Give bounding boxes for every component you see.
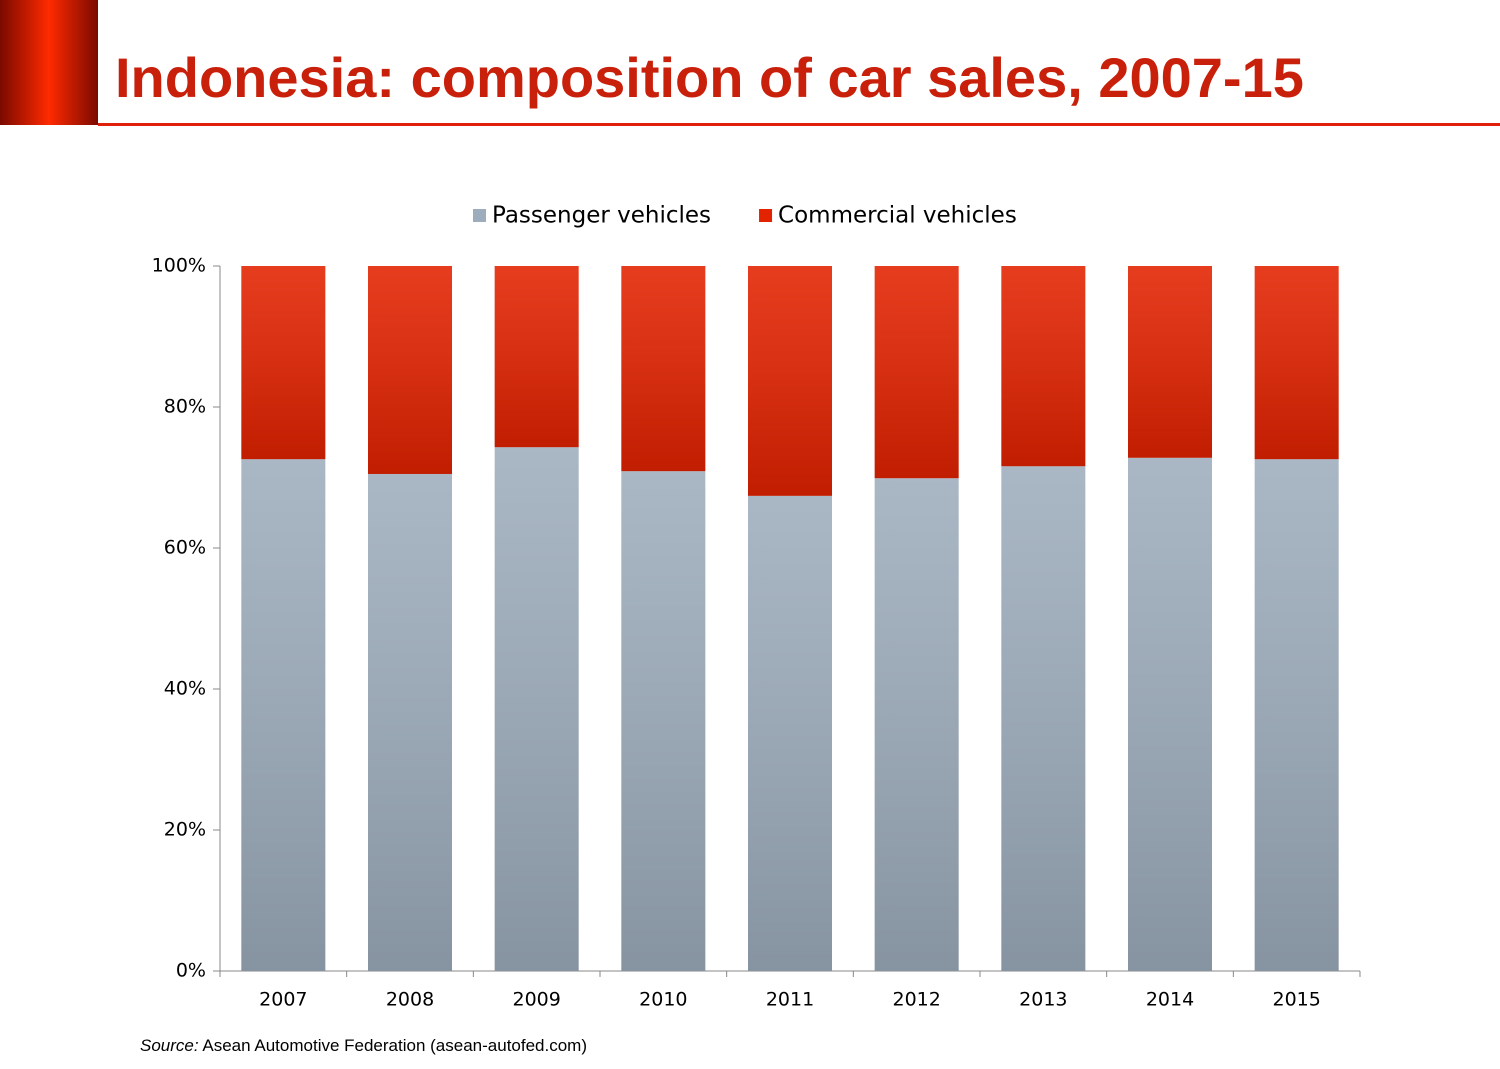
header-block xyxy=(0,0,98,125)
bar-shade xyxy=(1001,266,1086,467)
bar-shade xyxy=(368,473,452,971)
bar-shade xyxy=(748,495,832,971)
y-tick-label: 20% xyxy=(164,819,206,841)
bar-shade xyxy=(748,266,832,496)
plot: 0% 20% 40% 60% 80% 100% 2007 2008 2009 2010 2011 20… xyxy=(152,203,1361,1011)
y-tick-label: 0% xyxy=(176,960,206,982)
legend-label: Passenger vehicles xyxy=(492,203,711,229)
bar-shade xyxy=(1128,266,1212,458)
x-tick-label: 2010 xyxy=(639,989,687,1011)
bar-shade xyxy=(1001,466,1086,971)
bar-shade xyxy=(494,447,579,971)
legend-label: Commercial vehicles xyxy=(778,203,1017,229)
y-tick-label: 100% xyxy=(152,255,206,277)
bar-shade xyxy=(1254,266,1339,460)
bar-shade xyxy=(874,266,959,479)
source: Source: Asean Automotive Federation (ase… xyxy=(140,1036,587,1055)
bar-shade xyxy=(621,471,706,971)
bar-shade xyxy=(241,266,326,460)
x-tick-label: 2015 xyxy=(1272,989,1320,1011)
x-tick-label: 2007 xyxy=(259,989,307,1011)
bar-shade xyxy=(1254,459,1339,971)
source-label: Source: xyxy=(140,1036,199,1055)
bar-shade xyxy=(621,266,706,472)
x-tick-label: 2008 xyxy=(386,989,434,1011)
legend-swatch xyxy=(759,209,773,222)
x-tick-label: 2011 xyxy=(766,989,814,1011)
bar-shade xyxy=(368,266,452,474)
x-tick-label: 2012 xyxy=(892,989,940,1011)
bar-shade xyxy=(1128,457,1212,971)
y-tick-label: 60% xyxy=(164,537,206,559)
legend-swatch xyxy=(473,209,486,222)
header-rule xyxy=(98,123,1500,126)
x-tick-label: 2013 xyxy=(1019,989,1067,1011)
source-text: Asean Automotive Federation (asean-autof… xyxy=(202,1036,587,1055)
x-tick-label: 2009 xyxy=(512,989,560,1011)
y-tick-label: 40% xyxy=(164,678,206,700)
bar-shade xyxy=(874,478,959,971)
x-tick-label: 2014 xyxy=(1146,989,1194,1011)
bar-shade xyxy=(494,266,579,448)
bar-shade xyxy=(241,459,326,971)
y-tick-label: 80% xyxy=(164,396,206,418)
chart-title: Indonesia: composition of car sales, 200… xyxy=(115,46,1304,109)
